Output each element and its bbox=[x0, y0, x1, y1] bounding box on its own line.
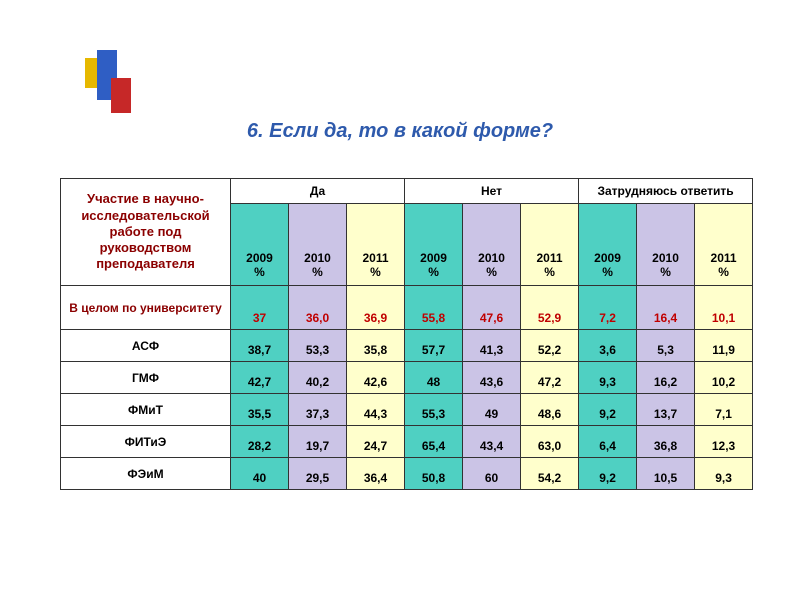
table-cell: 53,3 bbox=[289, 330, 347, 362]
table-cell: 44,3 bbox=[347, 394, 405, 426]
table-cell: 35,8 bbox=[347, 330, 405, 362]
table-cell: 55,3 bbox=[405, 394, 463, 426]
data-table-wrap: Участие в научно-исследовательской работ… bbox=[60, 178, 750, 490]
decor-bars bbox=[85, 50, 165, 120]
table-cell: 60 bbox=[463, 458, 521, 490]
row-label: ФЭиМ bbox=[61, 458, 231, 490]
year-header: 2011% bbox=[695, 204, 753, 286]
table-row: В целом по университету3736,036,955,847,… bbox=[61, 286, 753, 330]
table-row: ФЭиМ4029,536,450,86054,29,210,59,3 bbox=[61, 458, 753, 490]
table-cell: 36,9 bbox=[347, 286, 405, 330]
table-cell: 9,2 bbox=[579, 458, 637, 490]
year-header: 2010% bbox=[637, 204, 695, 286]
table-cell: 38,7 bbox=[231, 330, 289, 362]
table-cell: 9,3 bbox=[579, 362, 637, 394]
table-row: ФИТиЭ28,219,724,765,443,463,06,436,812,3 bbox=[61, 426, 753, 458]
year-header: 2009% bbox=[231, 204, 289, 286]
table-cell: 7,1 bbox=[695, 394, 753, 426]
table-cell: 5,3 bbox=[637, 330, 695, 362]
table-cell: 49 bbox=[463, 394, 521, 426]
table-cell: 3,6 bbox=[579, 330, 637, 362]
table-cell: 10,1 bbox=[695, 286, 753, 330]
row-label: ФМиТ bbox=[61, 394, 231, 426]
group-header: Нет bbox=[405, 179, 579, 204]
table-cell: 55,8 bbox=[405, 286, 463, 330]
table-cell: 9,3 bbox=[695, 458, 753, 490]
group-header: Да bbox=[231, 179, 405, 204]
table-cell: 40 bbox=[231, 458, 289, 490]
table-cell: 6,4 bbox=[579, 426, 637, 458]
table-cell: 54,2 bbox=[521, 458, 579, 490]
table-row: ГМФ42,740,242,64843,647,29,316,210,2 bbox=[61, 362, 753, 394]
table-cell: 24,7 bbox=[347, 426, 405, 458]
table-cell: 52,2 bbox=[521, 330, 579, 362]
table-cell: 36,0 bbox=[289, 286, 347, 330]
year-header: 2009% bbox=[405, 204, 463, 286]
table-cell: 47,2 bbox=[521, 362, 579, 394]
slide-title: 6. Если да, то в какой форме? bbox=[0, 120, 800, 143]
year-header: 2011% bbox=[521, 204, 579, 286]
table-cell: 47,6 bbox=[463, 286, 521, 330]
table-cell: 9,2 bbox=[579, 394, 637, 426]
table-cell: 10,5 bbox=[637, 458, 695, 490]
rowhead-label: Участие в научно-исследовательской работ… bbox=[61, 179, 231, 286]
table-cell: 65,4 bbox=[405, 426, 463, 458]
data-table: Участие в научно-исследовательской работ… bbox=[60, 178, 753, 490]
year-header: 2009% bbox=[579, 204, 637, 286]
table-cell: 40,2 bbox=[289, 362, 347, 394]
row-label: АСФ bbox=[61, 330, 231, 362]
table-cell: 19,7 bbox=[289, 426, 347, 458]
table-cell: 13,7 bbox=[637, 394, 695, 426]
table-cell: 48 bbox=[405, 362, 463, 394]
table-cell: 28,2 bbox=[231, 426, 289, 458]
table-cell: 12,3 bbox=[695, 426, 753, 458]
year-header: 2010% bbox=[463, 204, 521, 286]
table-cell: 52,9 bbox=[521, 286, 579, 330]
table-cell: 29,5 bbox=[289, 458, 347, 490]
table-cell: 7,2 bbox=[579, 286, 637, 330]
table-cell: 16,4 bbox=[637, 286, 695, 330]
group-header: Затрудняюсь ответить bbox=[579, 179, 753, 204]
table-cell: 50,8 bbox=[405, 458, 463, 490]
table-cell: 63,0 bbox=[521, 426, 579, 458]
table-cell: 41,3 bbox=[463, 330, 521, 362]
table-cell: 48,6 bbox=[521, 394, 579, 426]
table-cell: 37 bbox=[231, 286, 289, 330]
year-header: 2011% bbox=[347, 204, 405, 286]
table-cell: 36,4 bbox=[347, 458, 405, 490]
table-row: АСФ38,753,335,857,741,352,23,65,311,9 bbox=[61, 330, 753, 362]
row-label: ФИТиЭ bbox=[61, 426, 231, 458]
table-cell: 57,7 bbox=[405, 330, 463, 362]
table-cell: 42,6 bbox=[347, 362, 405, 394]
table-cell: 16,2 bbox=[637, 362, 695, 394]
table-cell: 10,2 bbox=[695, 362, 753, 394]
table-cell: 42,7 bbox=[231, 362, 289, 394]
table-row: ФМиТ35,537,344,355,34948,69,213,77,1 bbox=[61, 394, 753, 426]
table-cell: 37,3 bbox=[289, 394, 347, 426]
table-cell: 35,5 bbox=[231, 394, 289, 426]
table-cell: 36,8 bbox=[637, 426, 695, 458]
table-cell: 43,6 bbox=[463, 362, 521, 394]
row-label: В целом по университету bbox=[61, 286, 231, 330]
table-cell: 43,4 bbox=[463, 426, 521, 458]
table-cell: 11,9 bbox=[695, 330, 753, 362]
year-header: 2010% bbox=[289, 204, 347, 286]
slide: 6. Если да, то в какой форме? Участие в … bbox=[0, 0, 800, 600]
row-label: ГМФ bbox=[61, 362, 231, 394]
